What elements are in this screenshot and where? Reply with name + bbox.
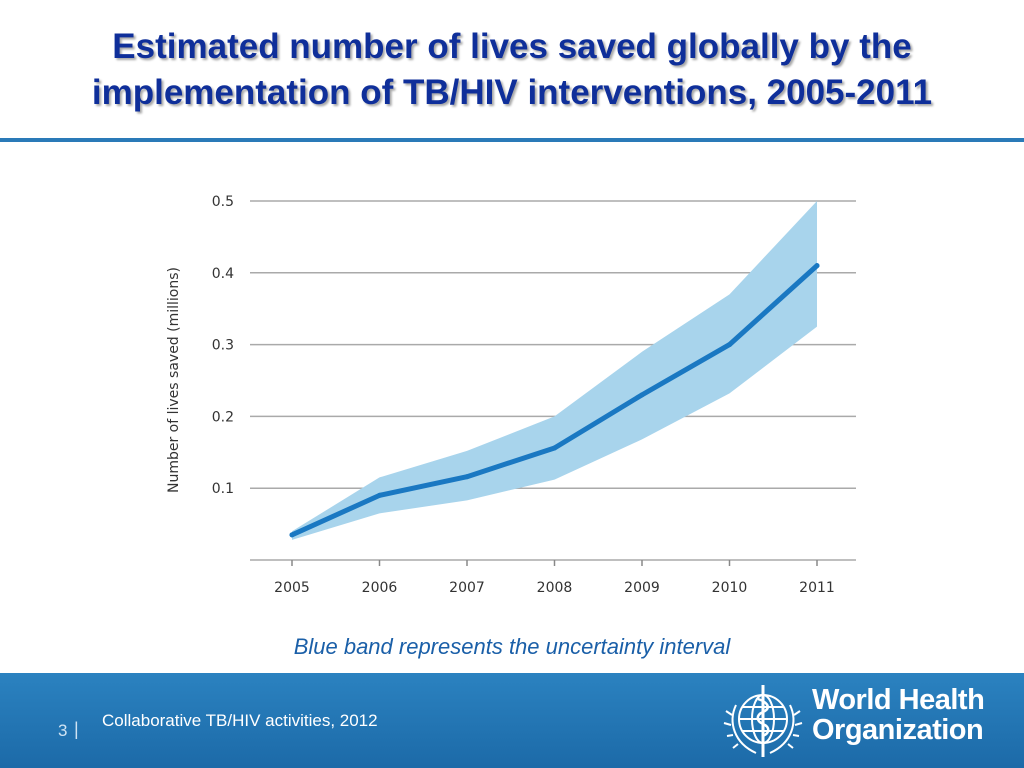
- uncertainty-band: [292, 201, 817, 540]
- who-name-line-1: World Health: [812, 684, 985, 716]
- title-line-1: Estimated number of lives saved globally…: [112, 27, 912, 66]
- footer-bar: 3 | Collaborative TB/HIV activities, 201…: [0, 673, 1024, 768]
- y-axis-label: Number of lives saved (millions): [166, 267, 182, 493]
- y-tick-label-0.4: 0.4: [212, 266, 234, 282]
- chart-caption: Blue band represents the uncertainty int…: [293, 634, 731, 659]
- estimate-point-2011: [814, 263, 820, 269]
- page-separator: |: [74, 719, 79, 739]
- y-tick-label-0.3: 0.3: [212, 338, 234, 354]
- grid-lines: [250, 200, 856, 561]
- x-tick-label-2007: 2007: [449, 580, 485, 596]
- y-tick-label-0.1: 0.1: [212, 481, 234, 497]
- title-divider: [0, 138, 1024, 142]
- estimate-line-group: [289, 263, 820, 538]
- x-tick-label-2010: 2010: [712, 580, 748, 596]
- estimate-point-2009: [639, 392, 645, 398]
- uncertainty-band-group: [292, 201, 817, 540]
- who-name-line-2: Organization: [812, 714, 984, 746]
- y-tick-label-0.2: 0.2: [212, 409, 234, 425]
- x-tick-label-2009: 2009: [624, 580, 660, 596]
- estimate-point-2005: [289, 532, 295, 538]
- y-tick-labels: 0.1 0.2 0.3 0.4 0.5: [212, 194, 234, 497]
- x-tick-label-2006: 2006: [362, 580, 398, 596]
- page-title: Estimated number of lives saved globally…: [0, 24, 1024, 116]
- estimate-point-2010: [727, 342, 732, 348]
- x-tick-label-2011: 2011: [799, 580, 835, 596]
- x-tick-label-2005: 2005: [274, 580, 310, 596]
- who-wordmark: World Health Organization: [812, 684, 985, 746]
- x-tick-label-2008: 2008: [537, 580, 573, 596]
- title-line-2: implementation of TB/HIV interventions, …: [91, 73, 933, 112]
- who-emblem-icon: [723, 685, 803, 757]
- lives-saved-chart: 0.1 0.2 0.3 0.4 0.5 2005 2006 2007 2008 2009 2010…: [166, 194, 856, 596]
- estimate-point-2006: [377, 492, 382, 498]
- page-number: 3: [58, 721, 68, 740]
- x-tick-labels: 2005 2006 2007 2008 2009 2010 2011: [274, 560, 835, 596]
- footer-text: Collaborative TB/HIV activities, 2012: [102, 711, 378, 730]
- estimate-point-2007: [464, 474, 470, 480]
- y-tick-label-0.5: 0.5: [212, 194, 234, 210]
- estimate-point-2008: [552, 445, 557, 451]
